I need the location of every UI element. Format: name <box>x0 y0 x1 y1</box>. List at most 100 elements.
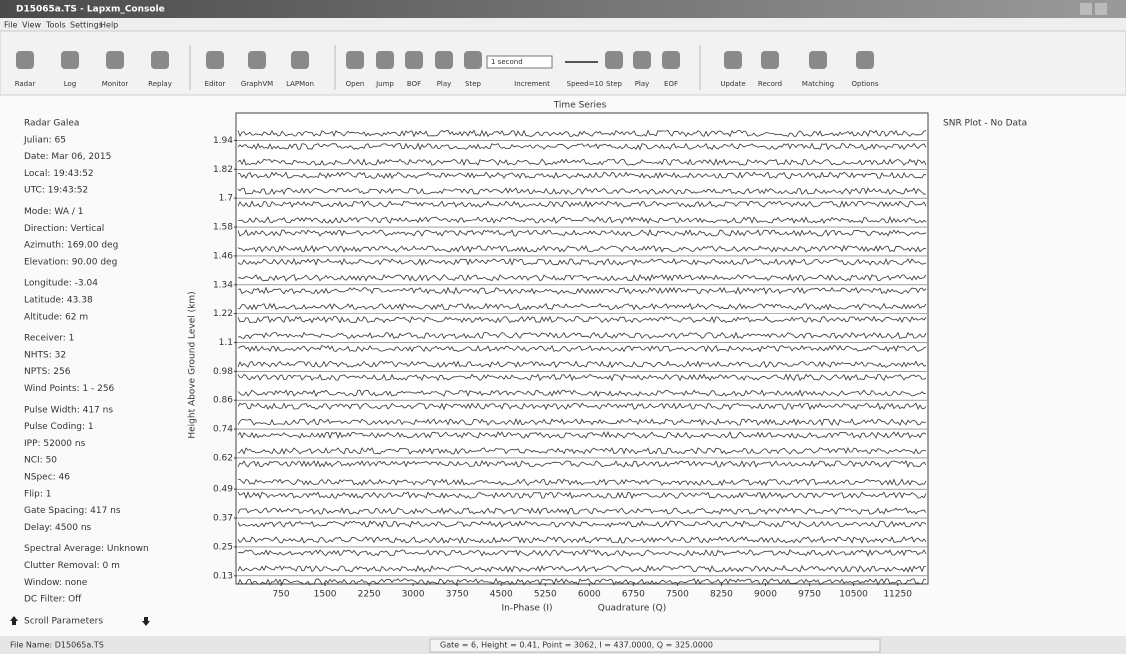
toolbar-icon[interactable] <box>61 51 79 69</box>
menu-item[interactable]: Tools <box>45 21 66 30</box>
toolbar-button-label[interactable]: BOF <box>407 80 421 88</box>
x-tick-label: 11250 <box>883 590 912 600</box>
scroll-up-icon[interactable] <box>10 616 18 625</box>
toolbar-button-label[interactable]: Step <box>465 80 481 88</box>
toolbar-icon[interactable] <box>724 51 742 69</box>
toolbar-button-label[interactable]: Log <box>64 80 77 88</box>
toolbar-button-label[interactable]: Options <box>851 80 878 88</box>
toolbar-icon[interactable] <box>633 51 651 69</box>
info-line: Julian: 65 <box>23 135 66 145</box>
toolbar-icon[interactable] <box>248 51 266 69</box>
scroll-down-icon[interactable] <box>142 617 150 626</box>
toolbar-icon[interactable] <box>405 51 423 69</box>
toolbar-icon[interactable] <box>662 51 680 69</box>
y-tick-label: 0.49 <box>213 485 233 495</box>
info-line: Azimuth: 169.00 deg <box>24 241 118 251</box>
x-tick-label: 10500 <box>839 590 868 600</box>
info-line: Flip: 1 <box>24 489 52 499</box>
signal-trace <box>237 228 927 237</box>
toolbar-button-label[interactable]: Editor <box>205 80 226 88</box>
toolbar-button-label[interactable]: Jump <box>375 80 394 88</box>
toolbar-icon[interactable] <box>206 51 224 69</box>
info-line: Altitude: 62 m <box>24 312 88 322</box>
info-line: UTC: 19:43:52 <box>24 186 88 196</box>
x-tick-label: 6750 <box>622 590 645 600</box>
y-tick-label: 1.46 <box>213 251 233 261</box>
toolbar-button-label[interactable]: Update <box>720 80 745 88</box>
signal-trace <box>237 389 927 398</box>
toolbar-button-label[interactable]: Open <box>346 80 365 88</box>
toolbar-button-label[interactable]: Speed=10 <box>567 80 604 88</box>
info-line: Pulse Width: 417 ns <box>24 405 113 415</box>
toolbar-icon[interactable] <box>809 51 827 69</box>
increment-select-value: 1 second <box>491 58 523 66</box>
signal-trace <box>237 360 927 369</box>
toolbar-icon[interactable] <box>376 51 394 69</box>
toolbar-button-label[interactable]: Play <box>635 80 650 88</box>
toolbar-icon[interactable] <box>464 51 482 69</box>
y-tick-label: 1.22 <box>213 309 233 319</box>
toolbar-icon[interactable] <box>346 51 364 69</box>
signal-trace <box>237 257 927 266</box>
close-button[interactable] <box>1110 3 1122 15</box>
info-line: Direction: Vertical <box>24 224 104 234</box>
signal-trace <box>237 373 927 382</box>
increment-select[interactable] <box>486 55 553 69</box>
toolbar-button-label[interactable]: Matching <box>802 80 834 88</box>
signal-trace <box>237 244 927 253</box>
toolbar-button-label[interactable]: EOF <box>664 80 678 88</box>
toolbar-icon[interactable] <box>605 51 623 69</box>
y-tick-label: 0.98 <box>213 367 233 377</box>
signal-trace <box>237 215 927 224</box>
x-tick-label: 1500 <box>314 590 337 600</box>
signal-trace <box>237 417 927 427</box>
signal-trace <box>237 315 927 324</box>
info-line: Radar Galea <box>24 119 79 129</box>
signal-trace <box>237 129 927 138</box>
menu-item[interactable]: File <box>4 21 17 30</box>
info-line: Mode: WA / 1 <box>24 207 83 217</box>
toolbar-button-label[interactable]: Play <box>437 80 452 88</box>
info-line: IPP: 52000 ns <box>24 439 86 449</box>
signal-trace <box>237 564 927 573</box>
info-line: NCI: 50 <box>24 456 57 466</box>
signal-trace <box>237 158 927 167</box>
y-tick-label: 1.34 <box>213 280 233 290</box>
y-tick-label: 1.82 <box>213 165 233 175</box>
info-line: Elevation: 90.00 deg <box>24 257 117 267</box>
toolbar-button-label[interactable]: LAPMon <box>286 80 314 88</box>
toolbar-icon[interactable] <box>106 51 124 69</box>
toolbar-button-label[interactable]: Record <box>758 80 782 88</box>
toolbar-button-label[interactable]: Step <box>606 80 622 88</box>
toolbar-icon[interactable] <box>151 51 169 69</box>
info-line: Local: 19:43:52 <box>24 169 94 179</box>
toolbar-button-label[interactable]: Increment <box>514 80 550 88</box>
signal-trace <box>237 344 927 353</box>
toolbar-button-label[interactable]: GraphVM <box>241 80 273 88</box>
y-tick-label: 1.1 <box>219 338 233 348</box>
toolbar-icon[interactable] <box>435 51 453 69</box>
x-tick-label: 3000 <box>402 590 425 600</box>
toolbar-icon[interactable] <box>856 51 874 69</box>
status-cursor: Gate = 6, Height = 0.41, Point = 3062, I… <box>440 641 713 650</box>
menu-item[interactable]: View <box>22 21 41 30</box>
menu-item[interactable]: Settings <box>70 21 103 30</box>
y-tick-label: 0.13 <box>213 571 233 581</box>
signal-trace <box>237 431 927 440</box>
y-axis-label: Height Above Ground Level (km) <box>188 291 198 438</box>
x-tick-label: 4500 <box>490 590 513 600</box>
maximize-button[interactable] <box>1095 3 1107 15</box>
signal-trace <box>237 447 927 455</box>
toolbar-button-label[interactable]: Replay <box>148 80 172 88</box>
toolbar-icon[interactable] <box>291 51 309 69</box>
menu-item[interactable]: Help <box>100 21 118 30</box>
y-tick-label: 1.94 <box>213 136 233 146</box>
toolbar-icon[interactable] <box>761 51 779 69</box>
scroll-parameters[interactable]: Scroll Parameters <box>24 617 103 627</box>
minimize-button[interactable] <box>1080 3 1092 15</box>
toolbar-button-label[interactable]: Monitor <box>102 80 129 88</box>
toolbar-button-label[interactable]: Radar <box>15 80 36 88</box>
toolbar-icon[interactable] <box>16 51 34 69</box>
info-line: NHTS: 32 <box>24 350 66 360</box>
x-tick-label: 3750 <box>446 590 469 600</box>
